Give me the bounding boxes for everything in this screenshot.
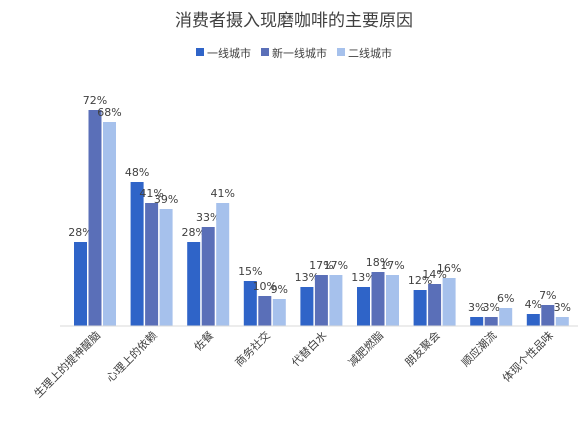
data-label-6-series-2: 18% (366, 256, 390, 269)
data-label-5-series-1: 13% (295, 271, 319, 284)
bar-8-series-1 (470, 317, 484, 326)
bar-6-series-1 (357, 287, 370, 326)
data-label-7-series-2: 14% (422, 268, 446, 281)
bar-1-series-2 (88, 110, 102, 326)
data-label-4-series-1: 15% (238, 265, 262, 278)
bar-5-series-1 (300, 287, 314, 326)
data-label-9-series-1: 4% (525, 298, 542, 311)
bar-6-series-3 (386, 275, 399, 326)
x-tick-label-9: 体现个性品味 (499, 328, 556, 385)
plot-area: 28%72%68%48%41%39%28%33%41%15%10%9%13%17… (68, 94, 571, 326)
bar-4-series-2 (258, 296, 272, 326)
data-label-4-series-3: 9% (271, 283, 288, 296)
data-label-9-series-3: 3% (554, 301, 571, 314)
data-label-7-series-3: 16% (437, 262, 461, 275)
bar-3-series-3 (216, 203, 230, 326)
data-label-7-series-1: 12% (408, 274, 432, 287)
data-label-4-series-2: 10% (253, 280, 277, 293)
bar-2-series-1 (130, 182, 144, 326)
data-label-2-series-3: 39% (154, 193, 178, 206)
legend-swatch-2 (261, 48, 269, 56)
bar-7-series-2 (428, 284, 442, 326)
data-label-3-series-3: 41% (210, 187, 234, 200)
x-tick-label-8: 顺应潮流 (458, 328, 499, 369)
bar-1-series-1 (74, 242, 87, 326)
bar-7-series-3 (442, 278, 456, 326)
data-label-2-series-2: 41% (139, 187, 163, 200)
data-label-1-series-3: 68% (97, 106, 121, 119)
data-label-1-series-2: 72% (83, 94, 107, 107)
x-tick-label-6: 减肥燃脂 (345, 328, 386, 369)
bar-9-series-3 (555, 317, 569, 326)
bar-9-series-1 (526, 314, 540, 326)
bar-3-series-1 (187, 242, 201, 326)
x-tick-label-7: 朋友聚会 (402, 328, 443, 369)
legend-swatch-1 (196, 48, 204, 56)
data-label-5-series-2: 17% (309, 259, 333, 272)
bar-4-series-1 (243, 281, 257, 326)
legend-swatch-3 (337, 48, 345, 56)
bar-5-series-2 (314, 275, 328, 326)
bar-2-series-2 (145, 203, 159, 326)
x-tick-label-2: 心理上的依赖 (103, 328, 160, 385)
data-label-3-series-1: 28% (181, 226, 205, 239)
x-tick-label-4: 商务社交 (232, 328, 273, 369)
data-label-8-series-2: 3% (482, 301, 499, 314)
data-label-1-series-1: 28% (68, 226, 92, 239)
bar-5-series-3 (329, 275, 343, 326)
bar-3-series-2 (201, 227, 215, 326)
bar-9-series-2 (541, 305, 555, 326)
bar-7-series-1 (413, 290, 427, 326)
data-label-8-series-1: 3% (468, 301, 485, 314)
x-axis-tick-labels: 生理上的提神醒脑 心理上的依赖 佐餐 商务社交 代替白水 减肥燃脂 朋友聚会 顺应潮流 体现个性… (31, 328, 556, 400)
data-label-9-series-2: 7% (539, 289, 556, 302)
bar-8-series-2 (484, 317, 498, 326)
chart-title: 消费者摄入现磨咖啡的主要原因 (175, 11, 413, 31)
legend-label-3: 二线城市 (348, 46, 392, 60)
bar-1-series-3 (103, 122, 116, 326)
bar-6-series-2 (371, 272, 385, 326)
bar-2-series-3 (159, 209, 173, 326)
bar-4-series-3 (272, 299, 286, 326)
data-label-3-series-2: 33% (196, 211, 220, 224)
data-label-6-series-3: 17% (380, 259, 404, 272)
legend: 一线城市 新一线城市 二线城市 (196, 46, 392, 60)
data-label-8-series-3: 6% (497, 292, 514, 305)
legend-label-1: 一线城市 (207, 46, 251, 60)
data-label-6-series-1: 13% (351, 271, 375, 284)
x-tick-label-1: 生理上的提神醒脑 (31, 328, 103, 400)
legend-label-2: 新一线城市 (272, 46, 327, 60)
x-tick-label-5: 代替白水 (289, 328, 330, 369)
data-label-2-series-1: 48% (125, 166, 149, 179)
data-label-5-series-3: 17% (324, 259, 348, 272)
x-tick-label-3: 佐餐 (191, 328, 216, 353)
bar-8-series-3 (499, 308, 513, 326)
